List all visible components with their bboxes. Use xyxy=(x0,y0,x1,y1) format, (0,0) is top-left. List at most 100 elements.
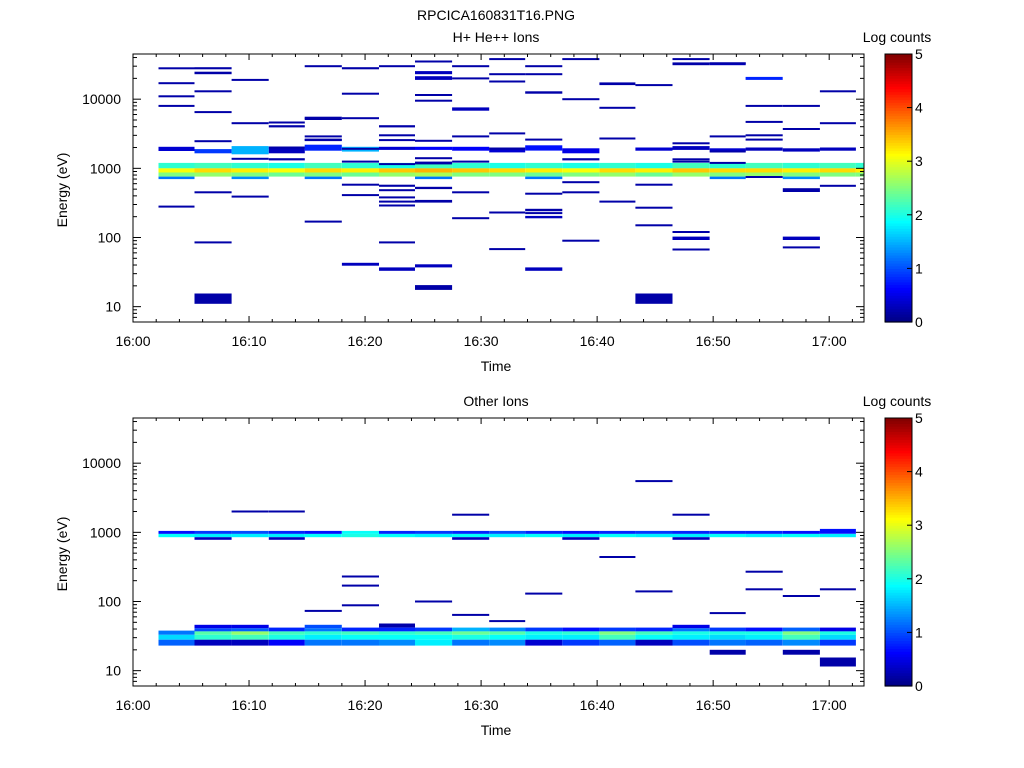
heatmap-trace xyxy=(379,200,415,203)
colorbar-step xyxy=(885,241,912,245)
heatmap-cell xyxy=(379,267,415,271)
heatmap-cell xyxy=(415,186,453,190)
colorbar-step xyxy=(885,142,912,146)
heatmap-lines xyxy=(158,58,856,251)
heatmap-cell xyxy=(415,199,453,203)
colorbar-step xyxy=(885,284,912,288)
heatmap-cell xyxy=(415,146,453,150)
colorbar-step xyxy=(885,468,912,473)
heatmap-cell xyxy=(268,631,305,635)
colorbar-step xyxy=(885,155,912,160)
heatmap-cell xyxy=(709,533,746,538)
colorbar-tick-label: 5 xyxy=(915,410,923,426)
colorbar: 0 1 2 3 4 5 xyxy=(884,410,923,694)
heatmap-trace xyxy=(745,134,783,137)
colorbar-step xyxy=(885,169,912,173)
colorbar-tick-label: 2 xyxy=(915,571,923,587)
heatmap-cell xyxy=(525,145,563,151)
colorbar-step xyxy=(885,64,912,68)
colorbar-step xyxy=(885,651,912,655)
heatmap-cell xyxy=(194,149,232,154)
colorbar-step xyxy=(885,182,912,186)
heatmap-cell xyxy=(379,189,415,192)
colorbar-step xyxy=(885,255,912,259)
colorbar-step xyxy=(885,632,912,636)
colorbar-step xyxy=(885,217,912,221)
colorbar-step xyxy=(885,188,912,192)
heatmap-trace xyxy=(709,150,746,153)
heatmap-trace xyxy=(599,200,636,203)
heatmap-cell xyxy=(709,168,746,173)
colorbar-step xyxy=(885,214,912,219)
x-axis: 16:00 16:10 16:20 16:30 16:40 16:50 17:00 xyxy=(115,418,853,713)
heatmap-cell xyxy=(194,67,232,70)
colorbar-step xyxy=(885,418,912,422)
heatmap-cell xyxy=(709,639,746,646)
heatmap-cell xyxy=(525,215,563,219)
heatmap-trace xyxy=(231,78,269,81)
heatmap-cell xyxy=(231,634,269,640)
heatmap-cell xyxy=(341,168,379,173)
heatmap-cell xyxy=(415,530,453,534)
heatmap-trace xyxy=(379,241,415,244)
heatmap-cell xyxy=(415,634,453,640)
colorbar-step xyxy=(885,137,912,141)
heatmap-cell xyxy=(452,168,490,173)
colorbar-step xyxy=(885,525,912,529)
heatmap-cell xyxy=(855,172,864,177)
heatmap-cell xyxy=(635,639,673,646)
colorbar: 0 1 2 3 4 5 xyxy=(884,46,923,330)
heatmap-cell xyxy=(489,147,526,153)
colorbar-step xyxy=(885,99,912,103)
colorbar-step xyxy=(885,225,912,229)
heatmap-trace xyxy=(415,600,453,603)
colorbar-step xyxy=(885,608,912,612)
heatmap-cell xyxy=(525,639,563,646)
heatmap-trace xyxy=(782,246,820,249)
heatmap-trace xyxy=(635,206,673,209)
colorbar-step xyxy=(885,150,912,154)
heatmap-cell xyxy=(415,264,453,268)
colorbar-step xyxy=(885,645,912,650)
colorbar-step xyxy=(885,147,912,152)
heatmap-cell xyxy=(158,533,195,538)
heatmap-cell xyxy=(635,172,673,177)
colorbar-step xyxy=(885,222,912,227)
heatmap-trace xyxy=(525,592,563,595)
x-tick-label: 16:40 xyxy=(580,333,615,349)
heatmap-cell xyxy=(415,172,453,177)
heatmap-trace xyxy=(782,188,820,191)
heatmap-cell xyxy=(635,533,673,538)
colorbar-tick-label: 5 xyxy=(915,46,923,62)
colorbar-step xyxy=(885,444,912,449)
heatmap-cell xyxy=(231,639,269,646)
heatmap-cell xyxy=(268,147,305,154)
colorbar-step xyxy=(885,509,912,513)
colorbar-step xyxy=(885,675,912,679)
colorbar-step xyxy=(885,271,912,275)
heatmap-trace xyxy=(562,58,600,61)
heatmap-cell xyxy=(782,649,820,655)
heatmap-cell xyxy=(635,634,673,640)
heatmap-cell xyxy=(379,139,415,142)
heatmap-trace xyxy=(415,60,453,63)
heatmap-cells xyxy=(158,528,856,667)
heatmap-trace xyxy=(194,90,232,93)
heatmap-cell xyxy=(672,530,710,534)
heatmap-cells xyxy=(158,62,864,304)
x-axis-label: Time xyxy=(481,358,512,374)
heatmap-cell xyxy=(562,639,600,646)
heatmap-trace xyxy=(709,135,746,138)
colorbar-step xyxy=(885,578,912,583)
heatmap-trace xyxy=(341,604,379,607)
heatmap-cell xyxy=(304,624,342,629)
x-tick-label: 16:00 xyxy=(115,333,150,349)
heatmap-trace xyxy=(304,135,342,138)
heatmap-trace xyxy=(194,241,232,244)
heatmap-cell xyxy=(341,147,379,150)
colorbar-step xyxy=(885,257,912,261)
heatmap-cell xyxy=(379,125,415,128)
heatmap-trace xyxy=(635,590,673,593)
heatmap-cell xyxy=(194,172,232,177)
heatmap-cell xyxy=(489,631,526,635)
